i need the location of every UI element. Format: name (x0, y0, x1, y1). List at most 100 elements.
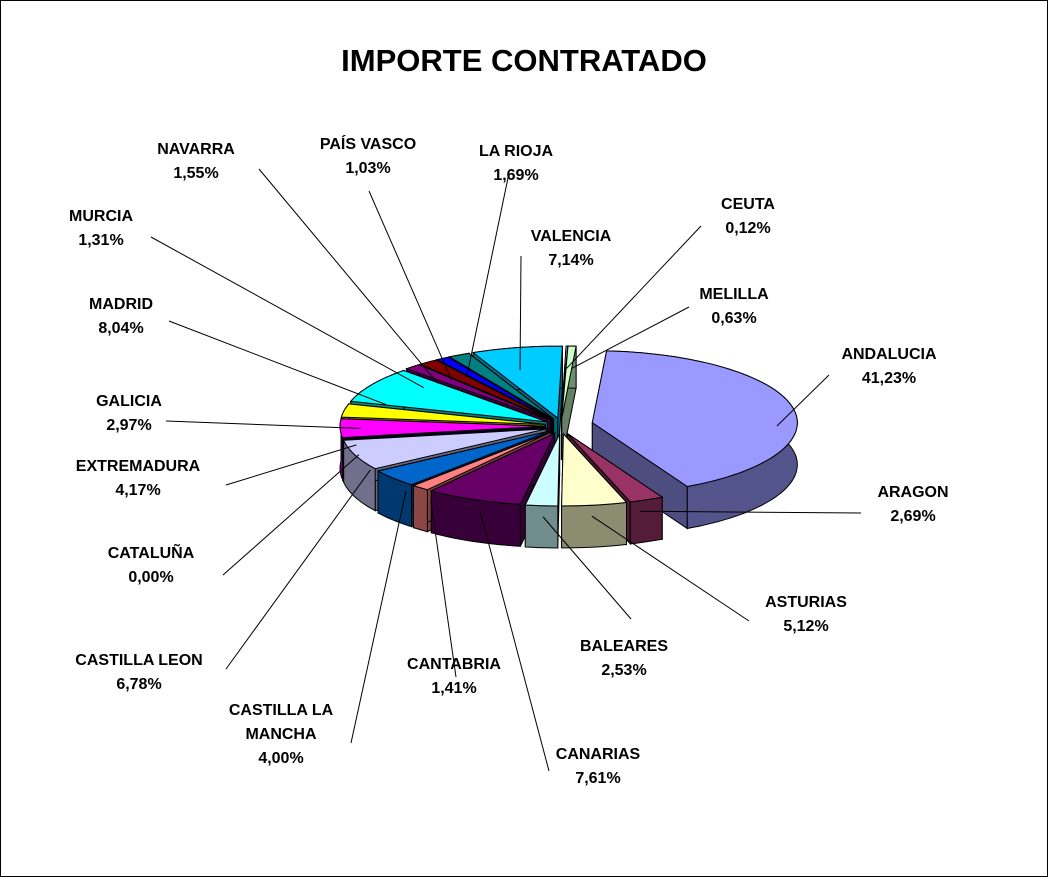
label-name: CEUTA (721, 196, 775, 213)
slice-wall (524, 504, 559, 549)
label-name: VALENCIA (530, 228, 612, 245)
slice-label: ARAGON 2,69% (838, 481, 988, 529)
leader-line (466, 172, 510, 378)
leader-line (479, 510, 550, 772)
slice-top (339, 418, 546, 439)
label-name: CASTILLA LA MANCHA (228, 702, 334, 743)
slice-top (405, 364, 551, 421)
slice-label: MURCIA 1,31% (26, 205, 176, 253)
leader-line (566, 225, 702, 369)
label-value: 0,00% (128, 569, 174, 586)
slice-top (342, 428, 547, 470)
slice-label: EXTREMADURA 4,17% (63, 455, 213, 503)
label-value: 4,17% (115, 482, 161, 499)
slice-top (524, 433, 561, 507)
label-value: 7,14% (548, 252, 594, 269)
leader-line (258, 168, 439, 384)
label-value: 7,61% (575, 770, 621, 787)
slice-label: LA RIOJA 1,69% (441, 140, 591, 188)
slice-label: CASTILLA LEON 6,78% (64, 649, 214, 697)
label-value: 2,53% (601, 662, 647, 679)
label-value: 41,23% (861, 370, 917, 387)
leader-line (519, 255, 522, 371)
label-value: 6,78% (116, 676, 162, 693)
slice-label: VALENCIA 7,14% (496, 225, 646, 273)
slice-label: CATALUÑA 0,00% (76, 542, 226, 590)
leader-line (430, 499, 457, 678)
leader-line (165, 420, 361, 429)
leader-line (542, 516, 632, 620)
label-value: 2,97% (106, 417, 152, 434)
label-name: BALEARES (579, 638, 668, 655)
slice-label: CANTABRIA 1,41% (379, 653, 529, 701)
slice-top (342, 426, 546, 440)
label-value: 1,31% (78, 232, 124, 249)
leader-line (225, 469, 371, 670)
leader-line (368, 190, 453, 381)
slice-top (411, 431, 552, 491)
label-value: 1,41% (431, 680, 477, 697)
leader-line (640, 510, 862, 514)
leader-line (591, 515, 750, 622)
leader-line (222, 454, 360, 576)
label-name: NAVARRA (157, 141, 235, 158)
slice-label: CEUTA 0,12% (673, 193, 823, 241)
slice-label: GALICIA 2,97% (54, 390, 204, 438)
slice-label: ASTURIAS 5,12% (731, 591, 881, 639)
slice-top (376, 430, 550, 486)
leader-line (350, 491, 407, 744)
label-name: MELILLA (699, 286, 769, 303)
slice-label: NAVARRA 1,55% (121, 138, 271, 186)
slice-top (448, 352, 554, 420)
label-name: CANARIAS (555, 746, 641, 763)
leader-line (570, 306, 690, 370)
label-value: 1,03% (345, 160, 391, 177)
slice-wall (629, 496, 663, 545)
slice-top (471, 345, 563, 420)
label-name: CASTILLA LEON (75, 652, 203, 669)
label-name: EXTREMADURA (75, 458, 201, 475)
slice-wall (561, 501, 627, 549)
leader-line (225, 444, 357, 486)
label-value: 8,04% (98, 320, 144, 337)
label-name: ANDALUCIA (841, 346, 937, 363)
label-name: ARAGON (877, 484, 949, 501)
leader-line (150, 236, 425, 389)
slice-top (349, 369, 548, 423)
leader-line (168, 320, 386, 405)
label-name: CATALUÑA (107, 545, 195, 562)
slice-label: MADRID 8,04% (46, 293, 196, 341)
label-value: 0,63% (711, 310, 757, 327)
slice-top (566, 432, 664, 503)
slice-label: MELILLA 0,63% (659, 283, 809, 331)
label-value: 0,12% (725, 220, 771, 237)
slice-top (340, 403, 546, 425)
slice-label: ANDALUCIA 41,23% (814, 343, 964, 391)
label-name: GALICIA (96, 393, 162, 410)
slice-top (418, 359, 552, 421)
label-value: 1,69% (493, 167, 539, 184)
slice-top (561, 432, 628, 507)
label-name: PAÍS VASCO (319, 136, 417, 153)
slice-label: CANARIAS 7,61% (523, 743, 673, 791)
label-name: LA RIOJA (478, 143, 554, 160)
label-value: 4,00% (258, 750, 304, 767)
chart-title: IMPORTE CONTRATADO (341, 43, 707, 78)
slice-label: PAÍS VASCO 1,03% (293, 133, 443, 181)
label-name: MURCIA (69, 208, 133, 225)
slice-label: CASTILLA LA MANCHA 4,00% (216, 699, 346, 771)
leader-line (776, 374, 830, 427)
slice-top (561, 345, 577, 419)
label-name: CANTABRIA (407, 656, 501, 673)
slice-top (591, 350, 798, 488)
slice-top (429, 432, 556, 505)
slice-label: BALEARES 2,53% (549, 635, 699, 683)
slice-wall (412, 484, 428, 533)
slice-top (435, 356, 553, 420)
label-name: ASTURIAS (765, 594, 847, 611)
label-name: MADRID (89, 296, 153, 313)
label-value: 5,12% (783, 618, 829, 635)
label-value: 2,69% (890, 508, 936, 525)
